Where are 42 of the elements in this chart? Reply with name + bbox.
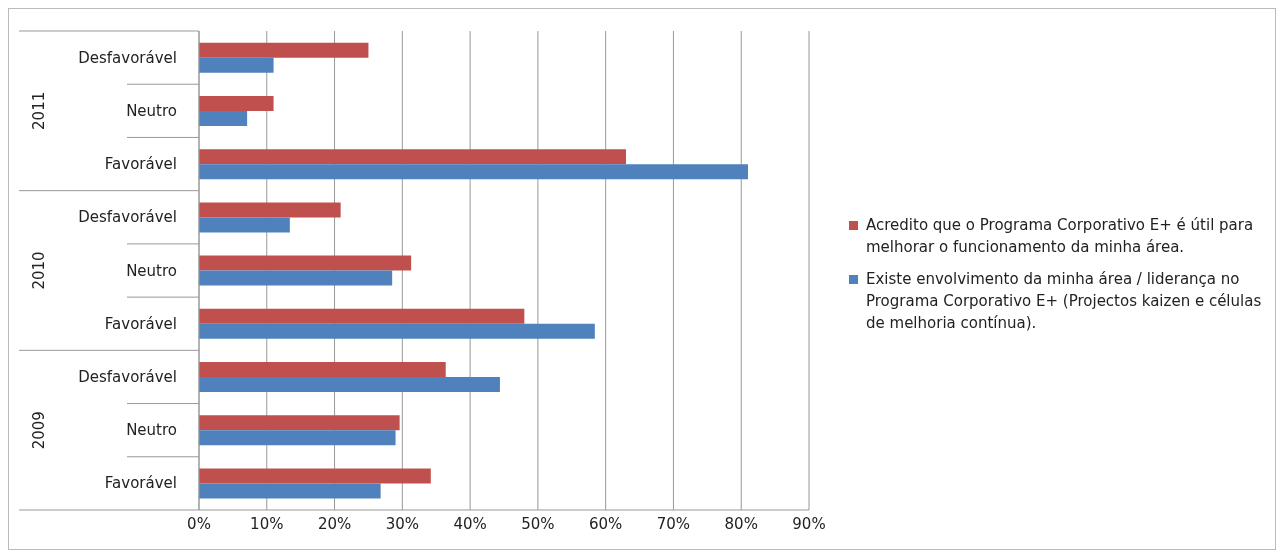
bar (199, 362, 446, 378)
bar (199, 323, 595, 339)
bar (199, 270, 393, 286)
y-tick-label: Neutro (126, 101, 177, 120)
y-tick-label: Neutro (126, 261, 177, 280)
bar (199, 377, 500, 393)
bar (199, 57, 274, 73)
bar (199, 308, 525, 324)
bar (199, 164, 748, 180)
y-tick-label: Favorável (104, 314, 177, 333)
legend-label: Existe envolvimento da minha área / liderança no Programa Corporativo E+ (Projectos kaizen e células de melhoria contínua). (866, 269, 1263, 334)
bar (199, 95, 274, 111)
y-tick-label: Favorável (104, 155, 177, 174)
bar (199, 202, 341, 218)
bar (199, 149, 626, 165)
text: 2009 (30, 411, 48, 450)
bar (199, 415, 400, 431)
y-tick-label: Desfavorável (78, 367, 177, 386)
text: 2011 (30, 91, 48, 130)
legend-label: Acredito que o Programa Corporativo E+ é útil para melhorar o funcionamento da minha área. (866, 215, 1255, 258)
bar (199, 110, 248, 126)
y-tick-label: Desfavorável (78, 48, 177, 67)
x-tick-label: 20% (317, 514, 352, 533)
bar (199, 483, 381, 499)
x-tick-label: 90% (792, 514, 826, 533)
x-tick-label: 80% (724, 514, 758, 533)
x-tick-label: 10% (250, 514, 284, 533)
x-tick-label: 70% (656, 514, 691, 533)
bar (199, 217, 290, 233)
text: 2010 (30, 251, 48, 290)
x-tick-label: 40% (453, 514, 487, 533)
x-tick-label: 30% (385, 514, 420, 533)
x-tick-label: 50% (521, 514, 555, 533)
bar (199, 255, 412, 271)
y-tick-label: Desfavorável (78, 208, 177, 227)
x-tick-label: 60% (588, 514, 623, 533)
bar (199, 430, 396, 446)
y-tick-label: Favorável (104, 474, 177, 493)
bar (199, 42, 369, 58)
bar (199, 468, 431, 484)
y-tick-label: Neutro (126, 421, 177, 440)
x-tick-label: 0% (187, 514, 211, 533)
